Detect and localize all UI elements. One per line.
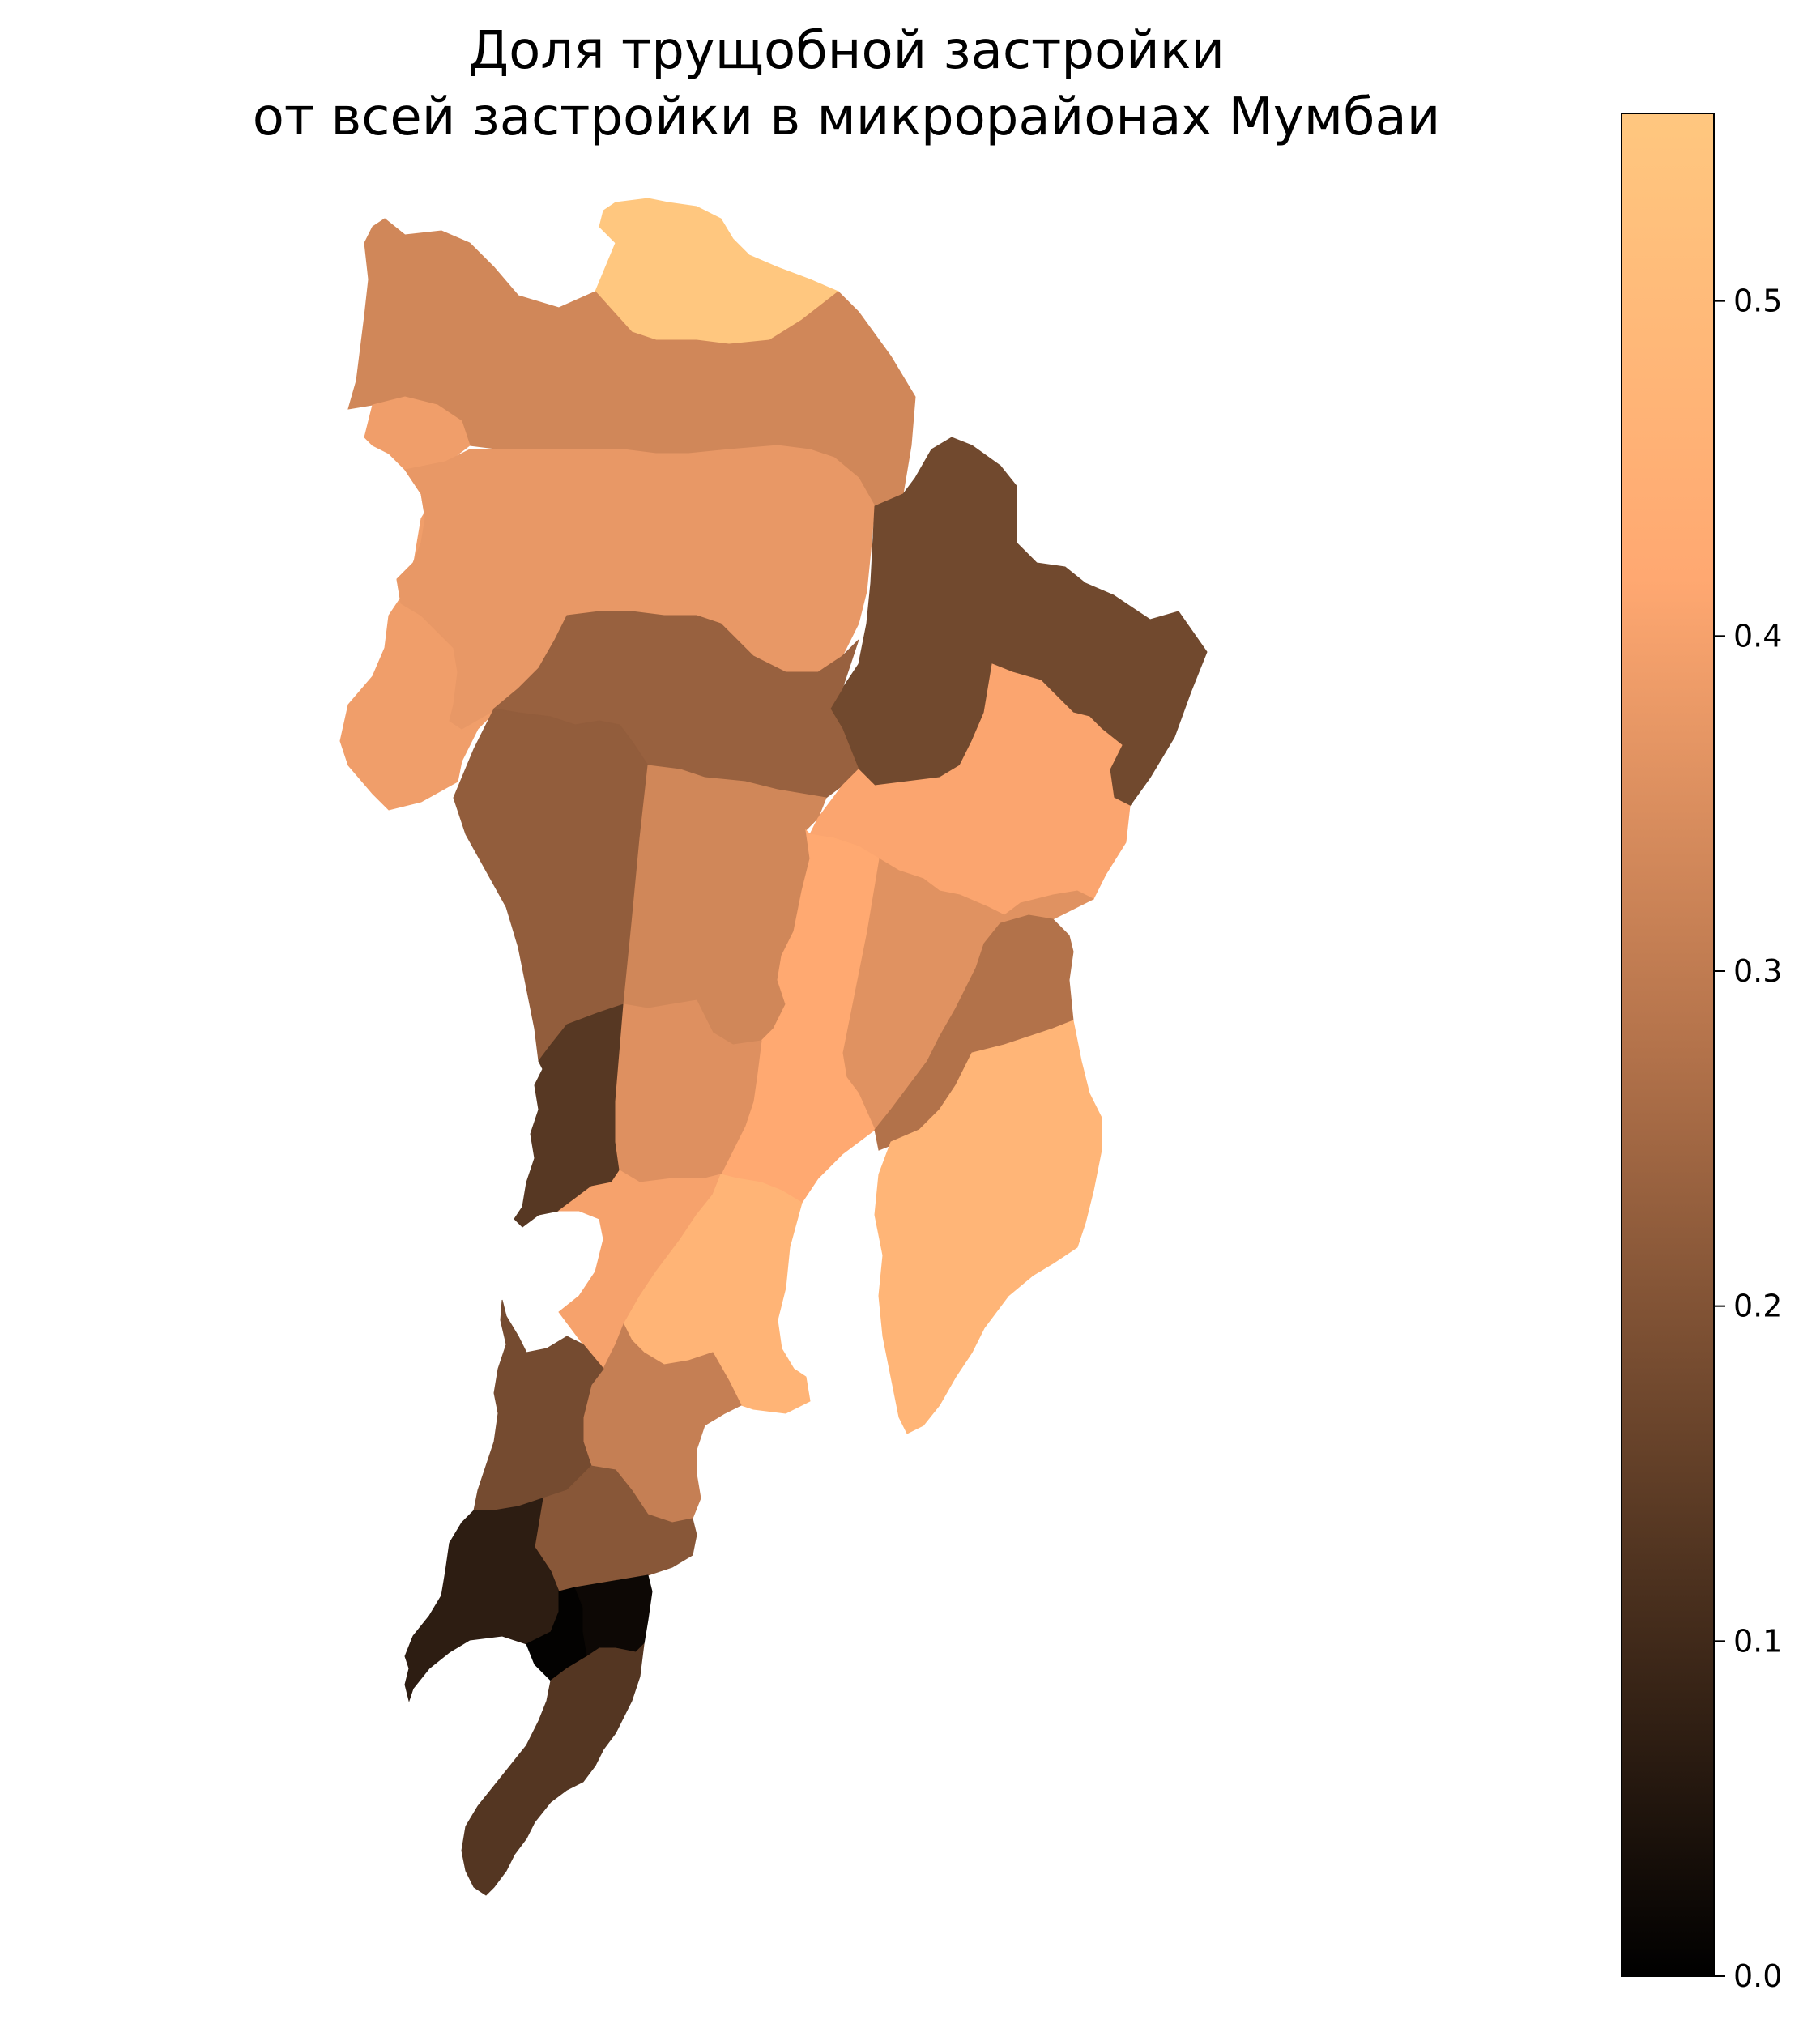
colorbar-tick-label: 0.1	[1733, 1623, 1782, 1659]
colorbar-tick-label: 0.4	[1733, 618, 1782, 654]
colorbar-ticks: 0.0 0.1 0.2 0.3 0.4 0.5	[1714, 283, 1782, 1994]
map-title: Доля трущобной застройки от всей застрой…	[0, 18, 1693, 151]
map-title-line-1: Доля трущобной застройки	[468, 21, 1225, 81]
region-south-1	[404, 1498, 560, 1702]
colorbar-tick-label: 0.2	[1733, 1289, 1782, 1324]
colorbar-gradient	[1621, 113, 1715, 1977]
region-south-tip	[461, 1642, 645, 1896]
region-east-south	[874, 1020, 1102, 1434]
map-title-line-2: от всей застройки в микрорайонах Мумбаи	[252, 87, 1441, 147]
colorbar-tick-label: 0.0	[1733, 1958, 1782, 1994]
colorbar-tick-label: 0.3	[1733, 953, 1782, 989]
colorbar-tick-label: 0.5	[1733, 283, 1782, 319]
region-central-lower	[615, 999, 762, 1183]
